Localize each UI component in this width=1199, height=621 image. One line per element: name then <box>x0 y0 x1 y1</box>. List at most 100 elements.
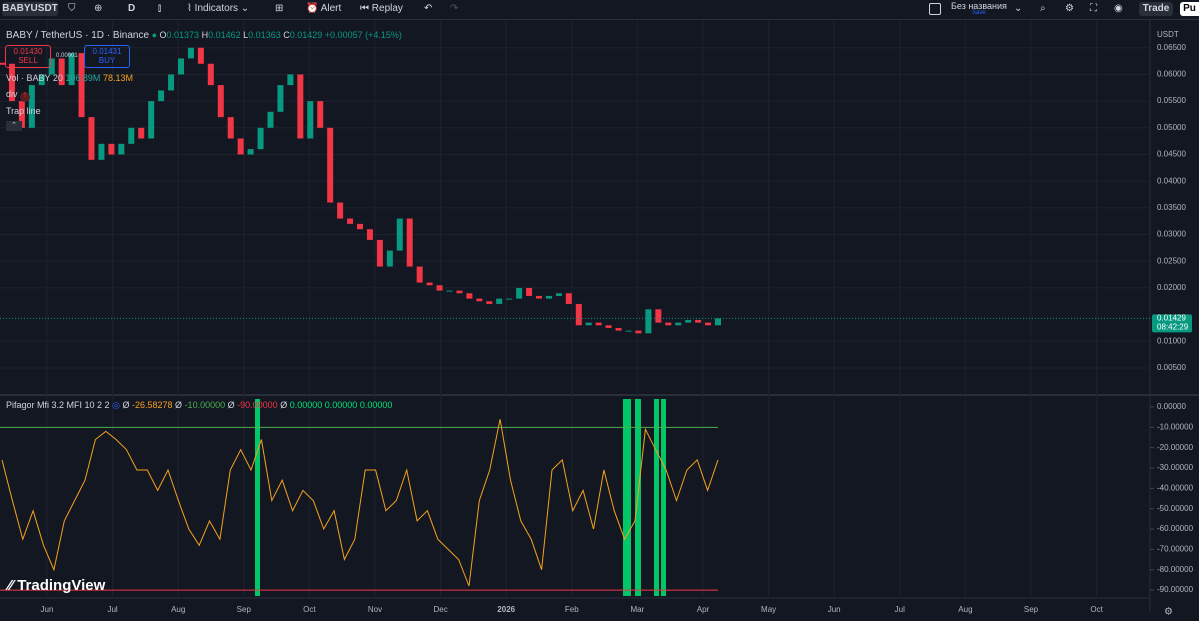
candle <box>625 330 632 332</box>
candle <box>327 127 334 203</box>
x-tick-label: Jul <box>895 605 905 614</box>
layouts[interactable]: ⊞ <box>275 3 284 14</box>
signal-bar <box>661 399 666 596</box>
label: div <box>6 89 18 99</box>
sep: Ø <box>280 400 288 410</box>
candle <box>605 325 612 328</box>
candle <box>595 322 602 326</box>
sell-button[interactable]: 0.01430 SELL <box>5 45 51 68</box>
candle <box>28 85 35 128</box>
value: 78.13M <box>102 73 133 83</box>
candle <box>58 58 65 86</box>
candle <box>516 287 523 299</box>
candle <box>317 101 324 128</box>
x-tick-label: May <box>761 605 776 614</box>
candle <box>635 330 642 334</box>
redo[interactable]: ↷ <box>450 3 459 14</box>
trap-legend: Trap line <box>6 106 41 116</box>
candle <box>526 287 533 296</box>
icon: ⌇ <box>187 3 195 14</box>
candle <box>685 319 692 323</box>
y-tick-label: 0.02000 <box>1157 283 1186 292</box>
collapse-button[interactable]: ⌃ <box>6 121 22 131</box>
x-tick-label: Oct <box>1090 605 1103 614</box>
candle <box>48 58 55 75</box>
brand: TradingView <box>17 577 106 594</box>
layout-icon[interactable] <box>929 3 941 15</box>
sep: Ø <box>122 400 130 410</box>
x-tick-label: Aug <box>171 605 185 614</box>
candle <box>715 318 721 326</box>
replay[interactable]: ⏮ Replay <box>360 3 403 14</box>
name: Pifagor Mfi 3.2 MFI 10 2 2 <box>6 400 110 410</box>
change: +0.00057 (+4.15%) <box>324 30 402 40</box>
chart-type[interactable]: ⫾ <box>158 3 162 14</box>
x-tick-label: Jun <box>828 605 841 614</box>
candle <box>496 298 503 304</box>
label: Indicators <box>194 3 239 14</box>
candle <box>655 309 662 323</box>
signal-bar <box>623 399 631 596</box>
dropdown[interactable]: ⌄ <box>1014 3 1023 14</box>
undo[interactable]: ↶ <box>424 3 433 14</box>
candle <box>545 295 552 299</box>
candle <box>257 127 264 150</box>
snapshot[interactable]: ◉ <box>1114 3 1123 14</box>
y-tick-label: 0.04500 <box>1157 150 1186 159</box>
interval[interactable]: D <box>128 3 136 14</box>
candle <box>665 322 672 326</box>
symbol-button[interactable]: BABYUSDT <box>2 2 58 16</box>
layout-name[interactable]: Без названия <box>951 1 1007 11</box>
add-symbol[interactable]: ⊕ <box>94 3 103 14</box>
icon[interactable]: ⛉ <box>68 3 76 14</box>
candle <box>18 101 25 128</box>
y-tick-label: -30.00000 <box>1157 463 1194 472</box>
candle <box>436 285 443 291</box>
candle <box>645 309 652 334</box>
candle <box>555 293 562 296</box>
candle <box>178 58 184 75</box>
indicators[interactable]: ⌇ Indicators ⌄ <box>187 3 250 14</box>
candle <box>675 322 682 326</box>
x-tick-label: Sep <box>237 605 252 614</box>
chart: Jun Jul Aug Sep Oct Nov Dec 2026 Feb Mar Apr May Jun… <box>0 20 1199 621</box>
mfi-line <box>1 419 719 587</box>
y-tick-label: -50.00000 <box>1157 504 1194 513</box>
fullscreen[interactable]: ⛶ <box>1090 3 1097 14</box>
price: 0.01430 <box>13 47 43 56</box>
indicator-legend: Pifagor Mfi 3.2 MFI 10 2 2 ◎ Ø -26.58278… <box>6 400 393 410</box>
candle <box>118 143 125 155</box>
y-tick-label: 0.05500 <box>1157 96 1186 105</box>
publish-button[interactable]: Pu <box>1180 2 1199 16</box>
candle <box>695 319 702 323</box>
candle <box>396 218 403 251</box>
settings[interactable]: ⚙ <box>1065 3 1074 14</box>
label: H <box>201 30 209 40</box>
buy-button[interactable]: 0.01431 BUY <box>84 45 130 68</box>
candle <box>88 117 95 160</box>
candle <box>267 111 274 128</box>
watermark: ⁄⁄ TradingView <box>8 577 106 594</box>
y-tick-label: 0.03000 <box>1157 230 1186 239</box>
candle <box>466 293 473 299</box>
candle <box>227 117 234 139</box>
x-tick-label: Jun <box>41 605 54 614</box>
value: 0.00000 0.00000 0.00000 <box>289 400 393 410</box>
warning-icon: ! <box>20 92 31 102</box>
candle <box>585 322 592 326</box>
x-tick-label: Nov <box>368 605 382 614</box>
y-tick-label: 0.02500 <box>1157 256 1186 265</box>
search[interactable]: ⌕ <box>1040 3 1046 14</box>
price: 0.01431 <box>92 47 122 56</box>
signal-bar <box>654 399 659 596</box>
y-tick-label: -40.00000 <box>1157 483 1194 492</box>
trade-button[interactable]: Trade <box>1139 2 1173 16</box>
alert[interactable]: ⏰ Alert <box>306 3 342 14</box>
candle <box>277 85 284 112</box>
candle <box>187 47 194 59</box>
candle <box>78 53 85 118</box>
value: -90.00000 <box>237 400 278 410</box>
y-tick-label: -90.00000 <box>1157 585 1194 594</box>
x-tick-label: Dec <box>433 605 447 614</box>
price-badge <box>1152 314 1192 333</box>
